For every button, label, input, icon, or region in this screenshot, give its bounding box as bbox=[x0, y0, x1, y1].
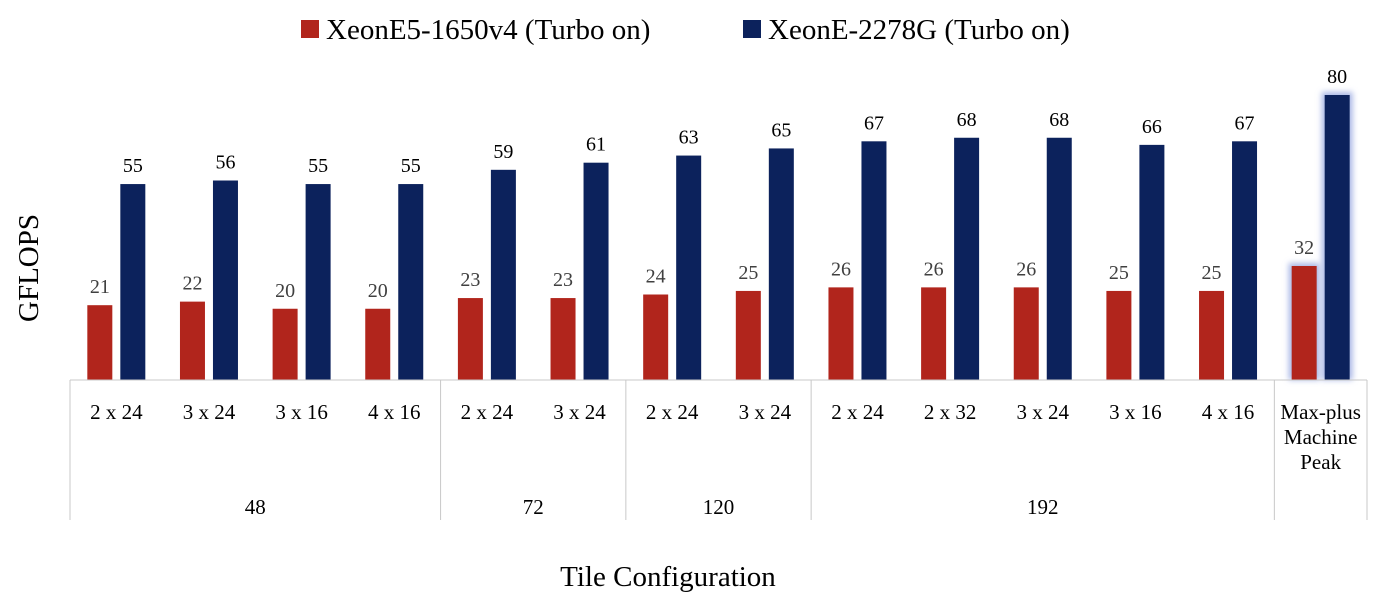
data-label-series-2: 68 bbox=[957, 109, 977, 131]
data-label-series-2: 61 bbox=[586, 134, 606, 156]
bar-series-1 bbox=[550, 298, 576, 380]
y-axis-title: GFLOPS bbox=[13, 214, 45, 322]
data-label-series-2: 59 bbox=[493, 141, 513, 163]
category-tick-label: 3 x 24 bbox=[553, 400, 606, 424]
bar-series-2 bbox=[861, 141, 887, 380]
data-label-series-1: 23 bbox=[460, 269, 480, 291]
bar-series-1 bbox=[921, 287, 947, 380]
data-label-series-2: 68 bbox=[1049, 109, 1069, 131]
bars-layer: 21 55 22 56 20 55 20 55 23 59 23 61 24 63 25 65 26 67 26 68… bbox=[87, 66, 1353, 380]
data-label-series-2: 67 bbox=[1235, 112, 1255, 134]
bar-series-1 bbox=[87, 305, 113, 380]
data-label-series-1: 24 bbox=[646, 266, 666, 288]
legend: XeonE5-1650v4 (Turbo on) XeonE-2278G (Tu… bbox=[301, 14, 1070, 46]
bar-series-2 bbox=[1324, 95, 1350, 380]
data-label-series-1: 32 bbox=[1294, 237, 1314, 259]
bar-series-2 bbox=[583, 162, 609, 380]
bar-series-1 bbox=[1291, 266, 1317, 380]
bar-series-2 bbox=[120, 184, 146, 380]
legend-swatch-series-1 bbox=[301, 20, 319, 38]
bar-series-2 bbox=[1139, 144, 1165, 380]
data-label-series-2: 56 bbox=[215, 152, 235, 174]
bar-series-2 bbox=[954, 137, 980, 380]
category-tick-label: 3 x 16 bbox=[1109, 400, 1162, 424]
bar-series-1 bbox=[1199, 290, 1225, 380]
bar-series-2 bbox=[212, 180, 238, 380]
data-label-series-2: 80 bbox=[1327, 66, 1347, 88]
data-label-series-2: 65 bbox=[771, 119, 791, 141]
legend-label-series-1: XeonE5-1650v4 (Turbo on) bbox=[326, 14, 650, 46]
data-label-series-1: 20 bbox=[275, 280, 295, 302]
data-label-series-1: 26 bbox=[831, 258, 851, 280]
group-label: 48 bbox=[245, 495, 266, 519]
bar-series-1 bbox=[457, 298, 483, 380]
group-label: 192 bbox=[1027, 495, 1059, 519]
bar-series-2 bbox=[676, 155, 702, 380]
bar-series-2 bbox=[490, 169, 516, 380]
category-tick-label: Max-plus bbox=[1280, 400, 1361, 424]
category-tick-label: 2 x 24 bbox=[646, 400, 699, 424]
category-tick-label: 3 x 24 bbox=[739, 400, 792, 424]
category-tick-label: 3 x 16 bbox=[275, 400, 328, 424]
category-tick-label: 2 x 24 bbox=[831, 400, 884, 424]
bar-series-2 bbox=[305, 184, 331, 380]
data-label-series-1: 25 bbox=[1202, 262, 1222, 284]
bar-series-2 bbox=[1046, 137, 1072, 380]
x-axis-title: Tile Configuration bbox=[560, 561, 776, 593]
bar-series-2 bbox=[1232, 141, 1258, 380]
bar-series-1 bbox=[828, 287, 854, 380]
bar-series-1 bbox=[365, 308, 391, 380]
data-label-series-1: 21 bbox=[90, 276, 110, 298]
data-label-series-1: 23 bbox=[553, 269, 573, 291]
category-tick-label: 2 x 32 bbox=[924, 400, 977, 424]
bar-series-1 bbox=[272, 308, 298, 380]
data-label-series-1: 20 bbox=[368, 280, 388, 302]
data-label-series-2: 55 bbox=[401, 155, 421, 177]
group-label: 120 bbox=[703, 495, 735, 519]
bar-series-1 bbox=[1013, 287, 1039, 380]
data-label-series-1: 25 bbox=[738, 262, 758, 284]
group-label: 72 bbox=[523, 495, 544, 519]
data-label-series-1: 26 bbox=[924, 258, 944, 280]
category-tick-label: 3 x 24 bbox=[1017, 400, 1070, 424]
data-label-series-2: 63 bbox=[679, 127, 699, 149]
bar-series-1 bbox=[179, 301, 205, 380]
data-label-series-1: 22 bbox=[182, 273, 202, 295]
data-label-series-2: 67 bbox=[864, 112, 884, 134]
category-tick-label: 4 x 16 bbox=[1202, 400, 1255, 424]
data-label-series-2: 55 bbox=[308, 155, 328, 177]
category-tick-label: 2 x 24 bbox=[90, 400, 143, 424]
legend-label-series-2: XeonE-2278G (Turbo on) bbox=[768, 14, 1070, 46]
bar-series-1 bbox=[643, 294, 669, 380]
category-tick-label: 2 x 24 bbox=[461, 400, 514, 424]
bar-series-2 bbox=[398, 184, 424, 380]
data-label-series-2: 55 bbox=[123, 155, 143, 177]
data-label-series-2: 66 bbox=[1142, 116, 1162, 138]
category-tick-label: 4 x 16 bbox=[368, 400, 421, 424]
data-label-series-1: 25 bbox=[1109, 262, 1129, 284]
category-tick-label: Machine bbox=[1284, 425, 1357, 449]
category-axis: 2 x 24 3 x 24 3 x 16 4 x 16 2 x 24 3 x 24 2 x … bbox=[69, 379, 1368, 520]
legend-swatch-series-2 bbox=[743, 20, 761, 38]
bar-series-1 bbox=[735, 290, 761, 380]
category-tick-label: 3 x 24 bbox=[183, 400, 236, 424]
bar-series-2 bbox=[768, 148, 794, 380]
bar-series-1 bbox=[1106, 290, 1132, 380]
category-tick-label: Peak bbox=[1300, 450, 1341, 474]
data-label-series-1: 26 bbox=[1016, 258, 1036, 280]
